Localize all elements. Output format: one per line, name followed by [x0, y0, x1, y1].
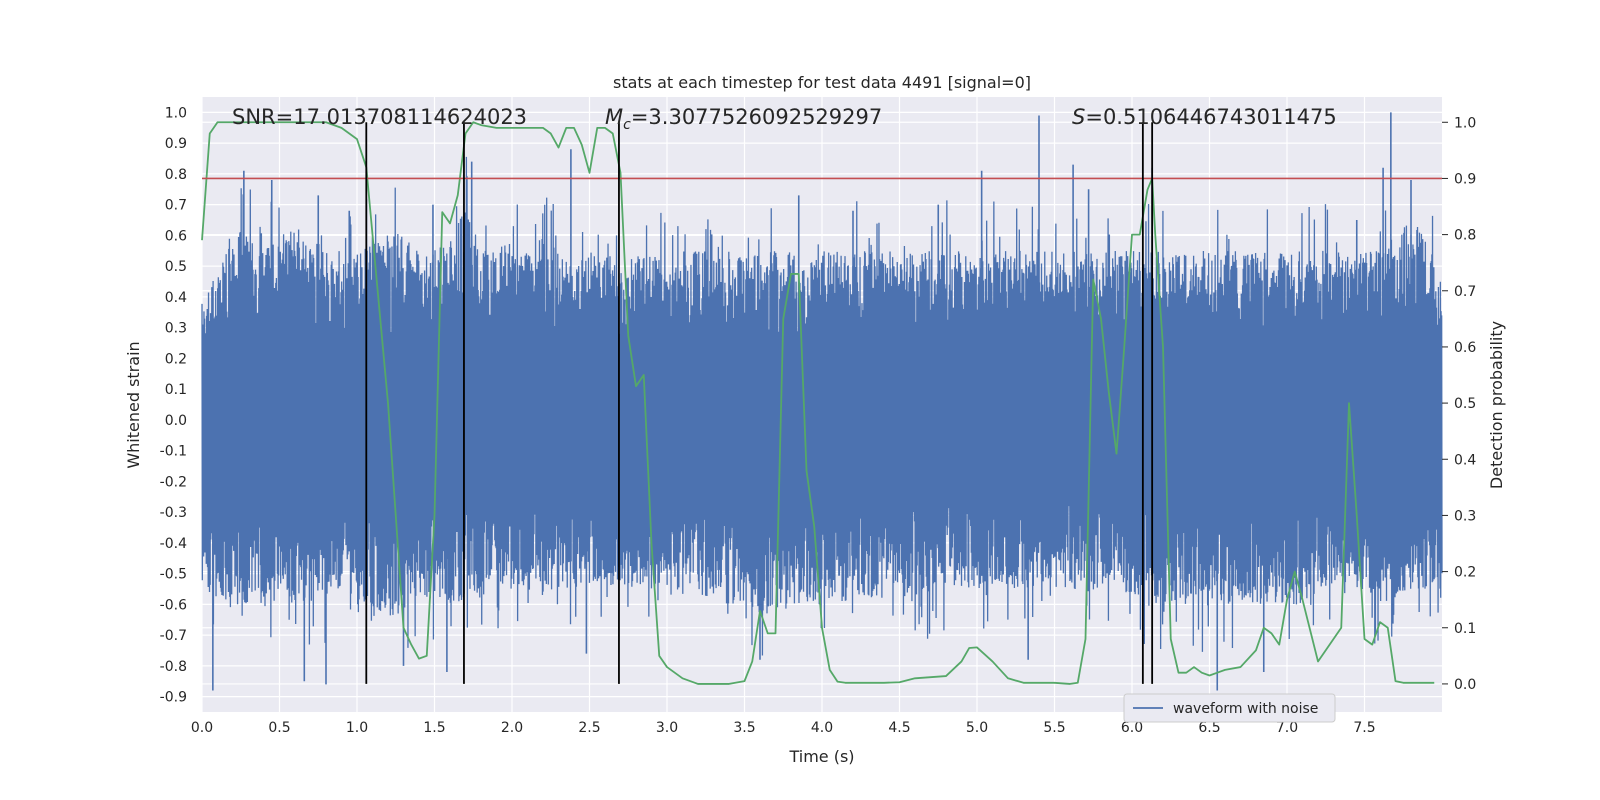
probability-line [201, 121, 1435, 685]
y-tick-label: -0.4 [160, 536, 187, 552]
y-tick-label-right: 0.5 [1454, 396, 1476, 412]
y-tick-label: 0.7 [165, 198, 187, 214]
x-tick-label: 3.0 [656, 720, 678, 736]
waveform-layer [201, 112, 1443, 691]
y-tick-label: -0.7 [160, 628, 187, 644]
x-tick-label: 1.0 [346, 720, 368, 736]
y-tick-label-right: 0.8 [1454, 228, 1476, 244]
ticks-layer: 0.0 0.5 1.0 1.5 2.0 2.5 3.0 3.5 4.0 4.5 5.0 5.5 6.0 6… [160, 105, 1477, 736]
x-tick-label: 2.0 [501, 720, 523, 736]
y-tick-label: -0.3 [160, 505, 187, 521]
y-tick-label: 0.2 [165, 351, 187, 367]
x-tick-label: 7.5 [1353, 720, 1375, 736]
waveform-line [201, 156, 1443, 656]
y-tick-label-right: 0.9 [1454, 171, 1476, 187]
score-symbol: S [1072, 105, 1085, 129]
y-tick-label: 0.5 [165, 259, 187, 275]
marks-layer [202, 122, 1442, 684]
y-tick-label-right: 1.0 [1454, 115, 1476, 131]
y-tick-label-right: 0.1 [1454, 621, 1476, 637]
y-tick-label-right: 0.0 [1454, 677, 1476, 693]
x-tick-label: 7.0 [1276, 720, 1298, 736]
y-tick-label: 0.6 [165, 228, 187, 244]
y-tick-label: -0.5 [160, 567, 187, 583]
x-tick-label: 0.5 [268, 720, 290, 736]
probability-layer [201, 121, 1435, 685]
y-tick-label-right: 0.3 [1454, 508, 1476, 524]
y-tick-label: -0.9 [160, 690, 187, 706]
score-annotation: S=0.5106446743011475 [1072, 105, 1337, 129]
x-tick-label: 5.0 [966, 720, 988, 736]
y-tick-label: 0.1 [165, 382, 187, 398]
y-tick-label-right: 0.4 [1454, 452, 1476, 468]
score-value: =0.5106446743011475 [1085, 105, 1336, 129]
x-tick-label: 4.5 [888, 720, 910, 736]
y-tick-label: 1.0 [165, 105, 187, 121]
x-tick-label: 6.0 [1121, 720, 1143, 736]
x-tick-label: 1.5 [423, 720, 445, 736]
x-tick-label: 5.5 [1043, 720, 1065, 736]
chirp-mass-symbol: M [605, 105, 623, 129]
chart-title: stats at each timestep for test data 449… [613, 73, 1031, 92]
y-tick-label: 0.4 [165, 290, 187, 306]
legend-box [1123, 693, 1336, 723]
y-tick-label-right: 0.2 [1454, 565, 1476, 581]
y-tick-label: -0.6 [160, 597, 187, 613]
y-tick-label-right: 0.6 [1454, 340, 1476, 356]
chirp-mass-subscript: c [623, 117, 631, 133]
y-tick-label: -0.2 [160, 474, 187, 490]
snr-annotation: SNR=17.013708114624023 [232, 105, 527, 129]
y-tick-label: -0.1 [160, 444, 187, 460]
y-tick-label: 0.0 [165, 413, 187, 429]
chirp-mass-annotation: Mc=3.3077526092529297 [605, 105, 882, 133]
y-axis-label: Whitened strain [124, 341, 143, 468]
x-tick-label: 2.5 [578, 720, 600, 736]
legend: waveform with noise [1123, 693, 1336, 723]
x-tick-label: 3.5 [733, 720, 755, 736]
y-tick-label: -0.8 [160, 659, 187, 675]
y-tick-label: 0.8 [165, 167, 187, 183]
legend-entry: waveform with noise [1173, 701, 1318, 717]
y-tick-label: 0.3 [165, 321, 187, 337]
x-tick-label: 0.0 [191, 720, 213, 736]
y-tick-label-right: 0.7 [1454, 284, 1476, 300]
y-axis-label-right: Detection probability [1487, 321, 1506, 489]
y-tick-label: 0.9 [165, 136, 187, 152]
chirp-mass-value: =3.3077526092529297 [631, 105, 882, 129]
x-axis-label: Time (s) [788, 747, 854, 766]
x-tick-label: 4.0 [811, 720, 833, 736]
x-tick-label: 6.5 [1198, 720, 1220, 736]
